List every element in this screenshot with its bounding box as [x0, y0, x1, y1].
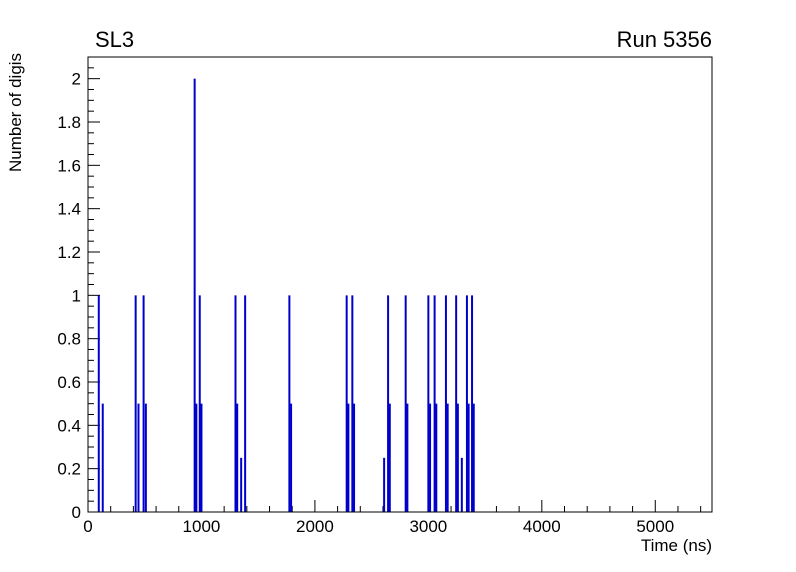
y-tick-label: 1	[72, 286, 81, 305]
y-tick-label: 1.6	[57, 156, 81, 175]
y-tick-label: 0.8	[57, 330, 81, 349]
y-tick-label: 1.4	[57, 200, 81, 219]
chart-title-right: Run 5356	[616, 27, 712, 52]
y-tick-label: 0.2	[57, 460, 81, 479]
x-tick-label: 4000	[523, 517, 561, 536]
y-tick-label: 0.4	[57, 416, 81, 435]
y-tick-label: 1.2	[57, 243, 81, 262]
y-tick-label: 0.6	[57, 373, 81, 392]
chart-title-left: SL3	[95, 27, 135, 52]
x-tick-label: 0	[83, 517, 92, 536]
y-tick-label: 2	[72, 70, 81, 89]
x-tick-label: 5000	[636, 517, 674, 536]
x-tick-label: 2000	[296, 517, 334, 536]
y-tick-label: 0	[72, 503, 81, 522]
x-tick-label: 1000	[183, 517, 221, 536]
x-axis-title: Time (ns)	[640, 536, 712, 555]
y-tick-label: 1.8	[57, 113, 81, 132]
x-tick-label: 3000	[409, 517, 447, 536]
plot-frame	[87, 56, 713, 513]
